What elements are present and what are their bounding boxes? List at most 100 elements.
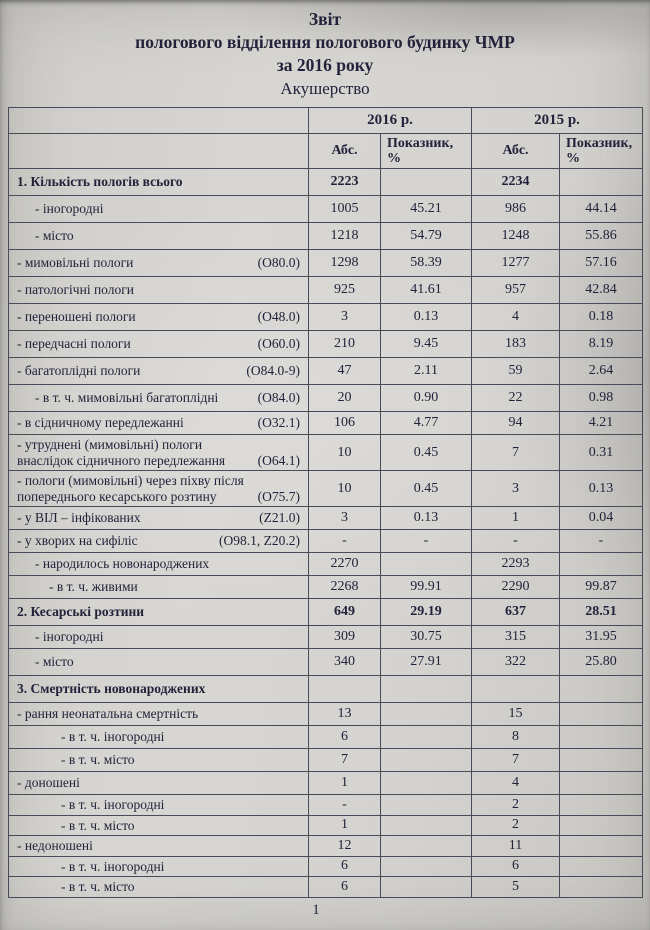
table-row: - у ВІЛ – інфікованих (Z21.0) 3 0.13 1 0… xyxy=(8,506,643,530)
pct-2015-cell xyxy=(559,835,643,857)
abs-2016-cell: 106 xyxy=(308,411,381,435)
row-label: - у хворих на сифіліс xyxy=(17,533,138,549)
pct-2016-cell xyxy=(380,814,472,836)
pct-2016-cell xyxy=(380,675,472,703)
table-row: - передчасні пологи (О60.0) 210 9.45 183… xyxy=(8,330,643,358)
pct-2015-cell: 8.19 xyxy=(559,330,643,358)
abs-2015-cell: 1 xyxy=(471,506,560,530)
row-label-cell: - в т. ч. іногородні xyxy=(8,794,309,816)
pct-2015-cell: 0.31 xyxy=(559,434,643,471)
abs-2015-cell: 986 xyxy=(471,195,560,223)
row-icd-code: (О48.0) xyxy=(257,309,300,325)
row-label-cell: - передчасні пологи (О60.0) xyxy=(8,330,309,358)
abs-2016-cell: 6 xyxy=(308,725,381,749)
abs-2015-cell: 7 xyxy=(471,748,560,772)
pct-2016-cell xyxy=(380,748,472,772)
pct-2016-cell xyxy=(380,855,472,877)
abs-2016-cell: 3 xyxy=(308,506,381,530)
abs-2016-cell: 12 xyxy=(308,835,381,857)
table-row: - іногородні 1005 45.21 986 44.14 xyxy=(8,195,643,223)
abs-2016-cell: 3 xyxy=(308,303,381,331)
obstetrics-report-table: 2016 р. 2015 р. Абс. Показник, % Абс. По… xyxy=(8,107,643,898)
row-label-cell: - у хворих на сифіліс (О98.1, Z20.2) xyxy=(8,529,309,553)
abs-2015-cell: 322 xyxy=(471,648,560,676)
header-pct-percent-sign: % xyxy=(566,151,580,166)
abs-2016-cell: 1298 xyxy=(308,249,381,277)
header-year-2015: 2015 р. xyxy=(471,107,643,134)
row-label-cell: - іногородні xyxy=(8,195,309,223)
row-label: - переношені пологи xyxy=(17,309,136,325)
pct-2015-cell: 31.95 xyxy=(559,625,643,649)
row-label-cell: - патологічні пологи xyxy=(8,276,309,304)
table-row: 1. Кількість пологів всього 2223 2234 xyxy=(8,168,643,196)
abs-2015-cell: - xyxy=(471,529,560,553)
row-label-cell: - в т. ч. живими xyxy=(8,575,309,599)
table-row: - в сідничному передлежанні (О32.1) 106 … xyxy=(8,411,643,435)
abs-2015-cell: 2290 xyxy=(471,575,560,599)
row-label-cell: - в т. ч. місто xyxy=(8,876,309,898)
pct-2016-cell: - xyxy=(380,529,472,553)
table-row: 3. Смертність новонароджених xyxy=(8,675,643,703)
abs-2015-cell: 1277 xyxy=(471,249,560,277)
table-row: - в т. ч. місто 7 7 xyxy=(8,748,643,772)
table-row: - утруднені (мимовільні) пологи внаслідо… xyxy=(8,434,643,471)
pct-2015-cell xyxy=(559,771,643,795)
pct-2015-cell: - xyxy=(559,529,643,553)
abs-2016-cell: 6 xyxy=(308,855,381,877)
table-row: - в т. ч. місто 1 2 xyxy=(8,814,643,836)
row-label: - в т. ч. місто xyxy=(61,817,135,833)
abs-2015-cell: 637 xyxy=(471,598,560,626)
abs-2015-cell: 8 xyxy=(471,725,560,749)
row-label: - доношені xyxy=(17,775,80,791)
pct-2016-cell: 58.39 xyxy=(380,249,472,277)
row-icd-code: (О80.0) xyxy=(257,255,300,271)
row-label: - в т. ч. іногородні xyxy=(61,797,165,812)
abs-2016-cell: 6 xyxy=(308,876,381,898)
table-row: - в т. ч. іногородні 6 6 xyxy=(8,855,643,877)
row-label-cell: - утруднені (мимовільні) пологи внаслідо… xyxy=(8,434,309,471)
pct-2016-cell: 29.19 xyxy=(380,598,472,626)
table-row: - доношені 1 4 xyxy=(8,771,643,795)
abs-2015-cell: 59 xyxy=(471,357,560,385)
table-row: - в т. ч. іногородні 6 8 xyxy=(8,725,643,749)
abs-2016-cell: 20 xyxy=(308,384,381,412)
abs-2016-cell: 1218 xyxy=(308,222,381,250)
row-label: - в т. ч. живими xyxy=(49,579,138,595)
header-year-2016: 2016 р. xyxy=(308,107,472,134)
abs-2015-cell: 3 xyxy=(471,470,560,507)
header-pct-percent-sign: % xyxy=(387,151,401,166)
table-row: - місто 1218 54.79 1248 55.86 xyxy=(8,222,643,250)
abs-2016-cell: 13 xyxy=(308,702,381,726)
row-label: - у ВІЛ – інфікованих xyxy=(17,510,141,526)
pct-2016-cell: 0.13 xyxy=(380,303,472,331)
row-label-cell: - в т. ч. іногородні xyxy=(8,855,309,877)
table-row: - в т. ч. мимовільні багатоплідні (О84.0… xyxy=(8,384,643,412)
table-row: - багатоплідні пологи (О84.0-9) 47 2.11 … xyxy=(8,357,643,385)
abs-2016-cell xyxy=(308,675,381,703)
row-icd-code: (О84.0) xyxy=(257,390,300,406)
table-row: - переношені пологи (О48.0) 3 0.13 4 0.1… xyxy=(8,303,643,331)
abs-2016-cell: 10 xyxy=(308,470,381,507)
abs-2016-cell: 1 xyxy=(308,814,381,836)
row-icd-code: (Z21.0) xyxy=(259,510,300,526)
row-label-cell: - місто xyxy=(8,648,309,676)
pct-2015-cell: 0.18 xyxy=(559,303,643,331)
abs-2016-cell: - xyxy=(308,529,381,553)
abs-2015-cell: 6 xyxy=(471,855,560,877)
abs-2016-cell: 2223 xyxy=(308,168,381,196)
abs-2016-cell: 925 xyxy=(308,276,381,304)
row-label: - місто xyxy=(35,228,74,244)
abs-2016-cell: 7 xyxy=(308,748,381,772)
abs-2015-cell: 1248 xyxy=(471,222,560,250)
row-icd-code: (О98.1, Z20.2) xyxy=(219,533,300,549)
abs-2016-cell: 649 xyxy=(308,598,381,626)
pct-2016-cell: 0.90 xyxy=(380,384,472,412)
row-label-cell: - народилось новонароджених xyxy=(8,552,309,576)
row-label: - в т. ч. місто xyxy=(61,752,135,768)
pct-2016-cell xyxy=(380,168,472,196)
row-label-cell: - в т. ч. місто xyxy=(8,814,309,836)
abs-2015-cell: 2 xyxy=(471,814,560,836)
pct-2016-cell xyxy=(380,835,472,857)
abs-2016-cell: 1 xyxy=(308,771,381,795)
pct-2015-cell: 55.86 xyxy=(559,222,643,250)
